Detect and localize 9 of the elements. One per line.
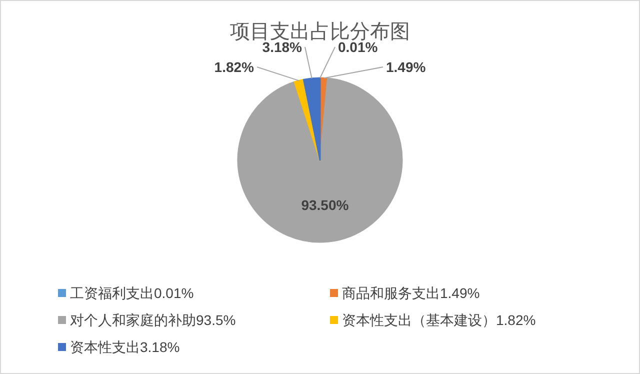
legend-label: 资本性支出3.18% (70, 339, 180, 355)
data-label: 1.49% (386, 59, 426, 75)
pie-slice (302, 77, 321, 161)
legend-label: 商品和服务支出1.49% (342, 285, 480, 301)
data-label: 93.50% (301, 196, 350, 213)
legend-label: 资本性支出（基本建设）1.82% (342, 312, 536, 328)
legend-label: 对个人和家庭的补助93.5% (70, 312, 236, 328)
data-label: 1.82% (214, 59, 255, 75)
legend-label: 工资福利支出0.01% (70, 285, 194, 301)
